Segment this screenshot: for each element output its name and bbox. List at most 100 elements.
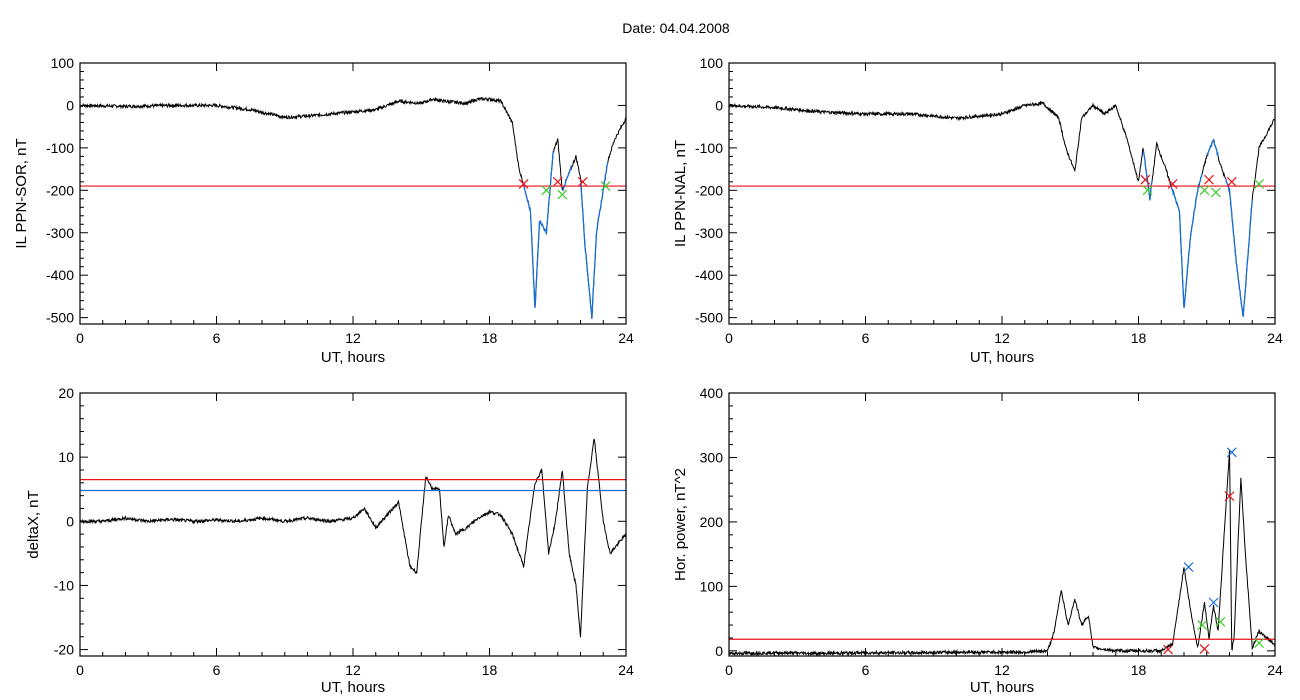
y-tick-label: 0 xyxy=(715,97,723,113)
series-line-ppn-sor xyxy=(80,96,626,319)
y-tick-label: -200 xyxy=(46,182,74,198)
ylabel-ppn-nal: IL PPN-NAL, nT xyxy=(672,140,689,247)
marker-red xyxy=(1140,174,1151,185)
x-tick-label: 12 xyxy=(994,330,1010,346)
y-tick-label: -20 xyxy=(54,642,74,658)
x-tick-label: 6 xyxy=(213,330,221,346)
marker-green xyxy=(1215,616,1226,627)
highlight-segment-0 xyxy=(523,151,554,308)
y-tick-label: -300 xyxy=(46,225,74,241)
highlight-segment-2 xyxy=(580,161,609,319)
marker-green xyxy=(1254,638,1264,649)
plot-area-ppn-nal xyxy=(729,100,1275,317)
marks-deltax xyxy=(80,438,626,638)
marker-red xyxy=(1226,176,1237,187)
y-tick-label: 100 xyxy=(700,578,724,594)
marks-ppn-nal xyxy=(729,100,1275,317)
marker-blue xyxy=(1183,562,1194,572)
panel-ppn-nal: 0 6 12 18 24 100 0 -100 -200 -300 -400 -500 UT, hou… xyxy=(672,55,1283,366)
marker-blue xyxy=(1226,447,1237,458)
panel-deltax: 0 6 12 18 24 20 10 0 -10 -20 UT, hours deltaX, nT xyxy=(25,385,634,696)
marker-green xyxy=(600,181,611,191)
ylabel-hor-power: Hor. power, nT^2 xyxy=(672,468,689,581)
ylabel-deltax: deltaX, nT xyxy=(25,490,42,558)
x-tick-label: 18 xyxy=(1131,662,1147,678)
y-tick-label: -500 xyxy=(695,310,723,326)
y-tick-label: 400 xyxy=(700,385,724,401)
x-tick-label: 6 xyxy=(213,662,221,678)
marker-red xyxy=(1224,491,1235,502)
panel-ppn-sor: 0 6 12 18 24 100 0 -100 -200 -300 -400 -500 UT, hou… xyxy=(13,55,634,366)
marker-green xyxy=(1254,179,1264,189)
plot-frame-ppn-sor xyxy=(79,62,627,325)
marker-red xyxy=(1163,644,1173,655)
figure-title: Date: 04.04.2008 xyxy=(622,20,730,36)
x-tick-label: 12 xyxy=(345,662,361,678)
x-tick-label: 18 xyxy=(1131,330,1147,346)
marker-green xyxy=(1142,185,1153,196)
ticks-ppn-sor: 0 6 12 18 24 100 0 -100 -200 -300 -400 -500 xyxy=(46,55,634,346)
x-tick-label: 0 xyxy=(725,662,733,678)
y-tick-label: 10 xyxy=(58,449,74,465)
series-line-deltax xyxy=(80,438,626,638)
x-tick-label: 0 xyxy=(725,330,733,346)
y-tick-label: -100 xyxy=(695,140,723,156)
marker-green xyxy=(1197,620,1208,630)
y-tick-label: 0 xyxy=(715,643,723,659)
x-tick-label: 18 xyxy=(482,330,498,346)
y-tick-label: 200 xyxy=(700,514,724,530)
plot-frame-ppn-nal xyxy=(728,62,1276,325)
marker-green xyxy=(557,189,568,200)
marker-red xyxy=(577,176,588,187)
plot-area-ppn-sor xyxy=(80,96,626,319)
x-tick-label: 18 xyxy=(482,662,498,678)
highlight-segment-2 xyxy=(1206,139,1219,158)
marker-blue xyxy=(1208,597,1219,608)
ticks-hor-power: 0 6 12 18 24 400 300 200 100 0 xyxy=(700,385,1283,678)
plot-frame-deltax xyxy=(79,392,627,657)
x-tick-label: 24 xyxy=(618,330,634,346)
y-tick-label: -10 xyxy=(54,577,74,593)
plot-area-hor-power xyxy=(729,447,1275,656)
plot-area-deltax xyxy=(80,438,626,638)
plot-frame-hor-power xyxy=(728,392,1276,657)
ticks-ppn-nal: 0 6 12 18 24 100 0 -100 -200 -300 -400 -500 xyxy=(695,55,1283,346)
y-tick-label: 0 xyxy=(66,513,74,529)
highlight-segment-3 xyxy=(1224,177,1253,317)
y-tick-label: 0 xyxy=(66,97,74,113)
marker-red xyxy=(1199,643,1210,654)
series-line-hor-power xyxy=(729,449,1275,656)
x-tick-label: 12 xyxy=(994,662,1010,678)
x-tick-label: 6 xyxy=(862,330,870,346)
y-tick-label: -500 xyxy=(46,310,74,326)
series-line-ppn-nal xyxy=(729,100,1275,317)
x-tick-label: 24 xyxy=(1267,330,1283,346)
y-tick-label: 20 xyxy=(58,385,74,401)
marker-red xyxy=(1167,179,1178,189)
xlabel-deltax: UT, hours xyxy=(321,679,385,696)
y-tick-label: -400 xyxy=(695,267,723,283)
x-tick-label: 0 xyxy=(76,330,84,346)
marker-green xyxy=(1199,185,1210,196)
xlabel-ppn-nal: UT, hours xyxy=(970,349,1034,366)
xlabel-hor-power: UT, hours xyxy=(970,679,1034,696)
xlabel-ppn-sor: UT, hours xyxy=(321,349,385,366)
marks-ppn-sor xyxy=(80,96,626,319)
ylabel-ppn-sor: IL PPN-SOR, nT xyxy=(13,138,30,248)
marker-red xyxy=(518,179,529,189)
y-tick-label: -400 xyxy=(46,267,74,283)
x-tick-label: 6 xyxy=(862,662,870,678)
marker-green xyxy=(541,185,552,196)
highlight-segment-1 xyxy=(562,164,573,193)
highlight-segment-0 xyxy=(1142,151,1153,201)
marks-hor-power xyxy=(729,447,1275,656)
ticks-deltax: 0 6 12 18 24 20 10 0 -10 -20 xyxy=(54,385,634,678)
y-tick-label: -200 xyxy=(695,182,723,198)
panel-hor-power: 0 6 12 18 24 400 300 200 100 0 UT, hours Hor. pow… xyxy=(672,385,1283,696)
x-tick-label: 24 xyxy=(1267,662,1283,678)
y-tick-label: -300 xyxy=(695,225,723,241)
x-tick-label: 12 xyxy=(345,330,361,346)
y-tick-label: 100 xyxy=(51,55,75,71)
marker-red xyxy=(552,176,563,187)
